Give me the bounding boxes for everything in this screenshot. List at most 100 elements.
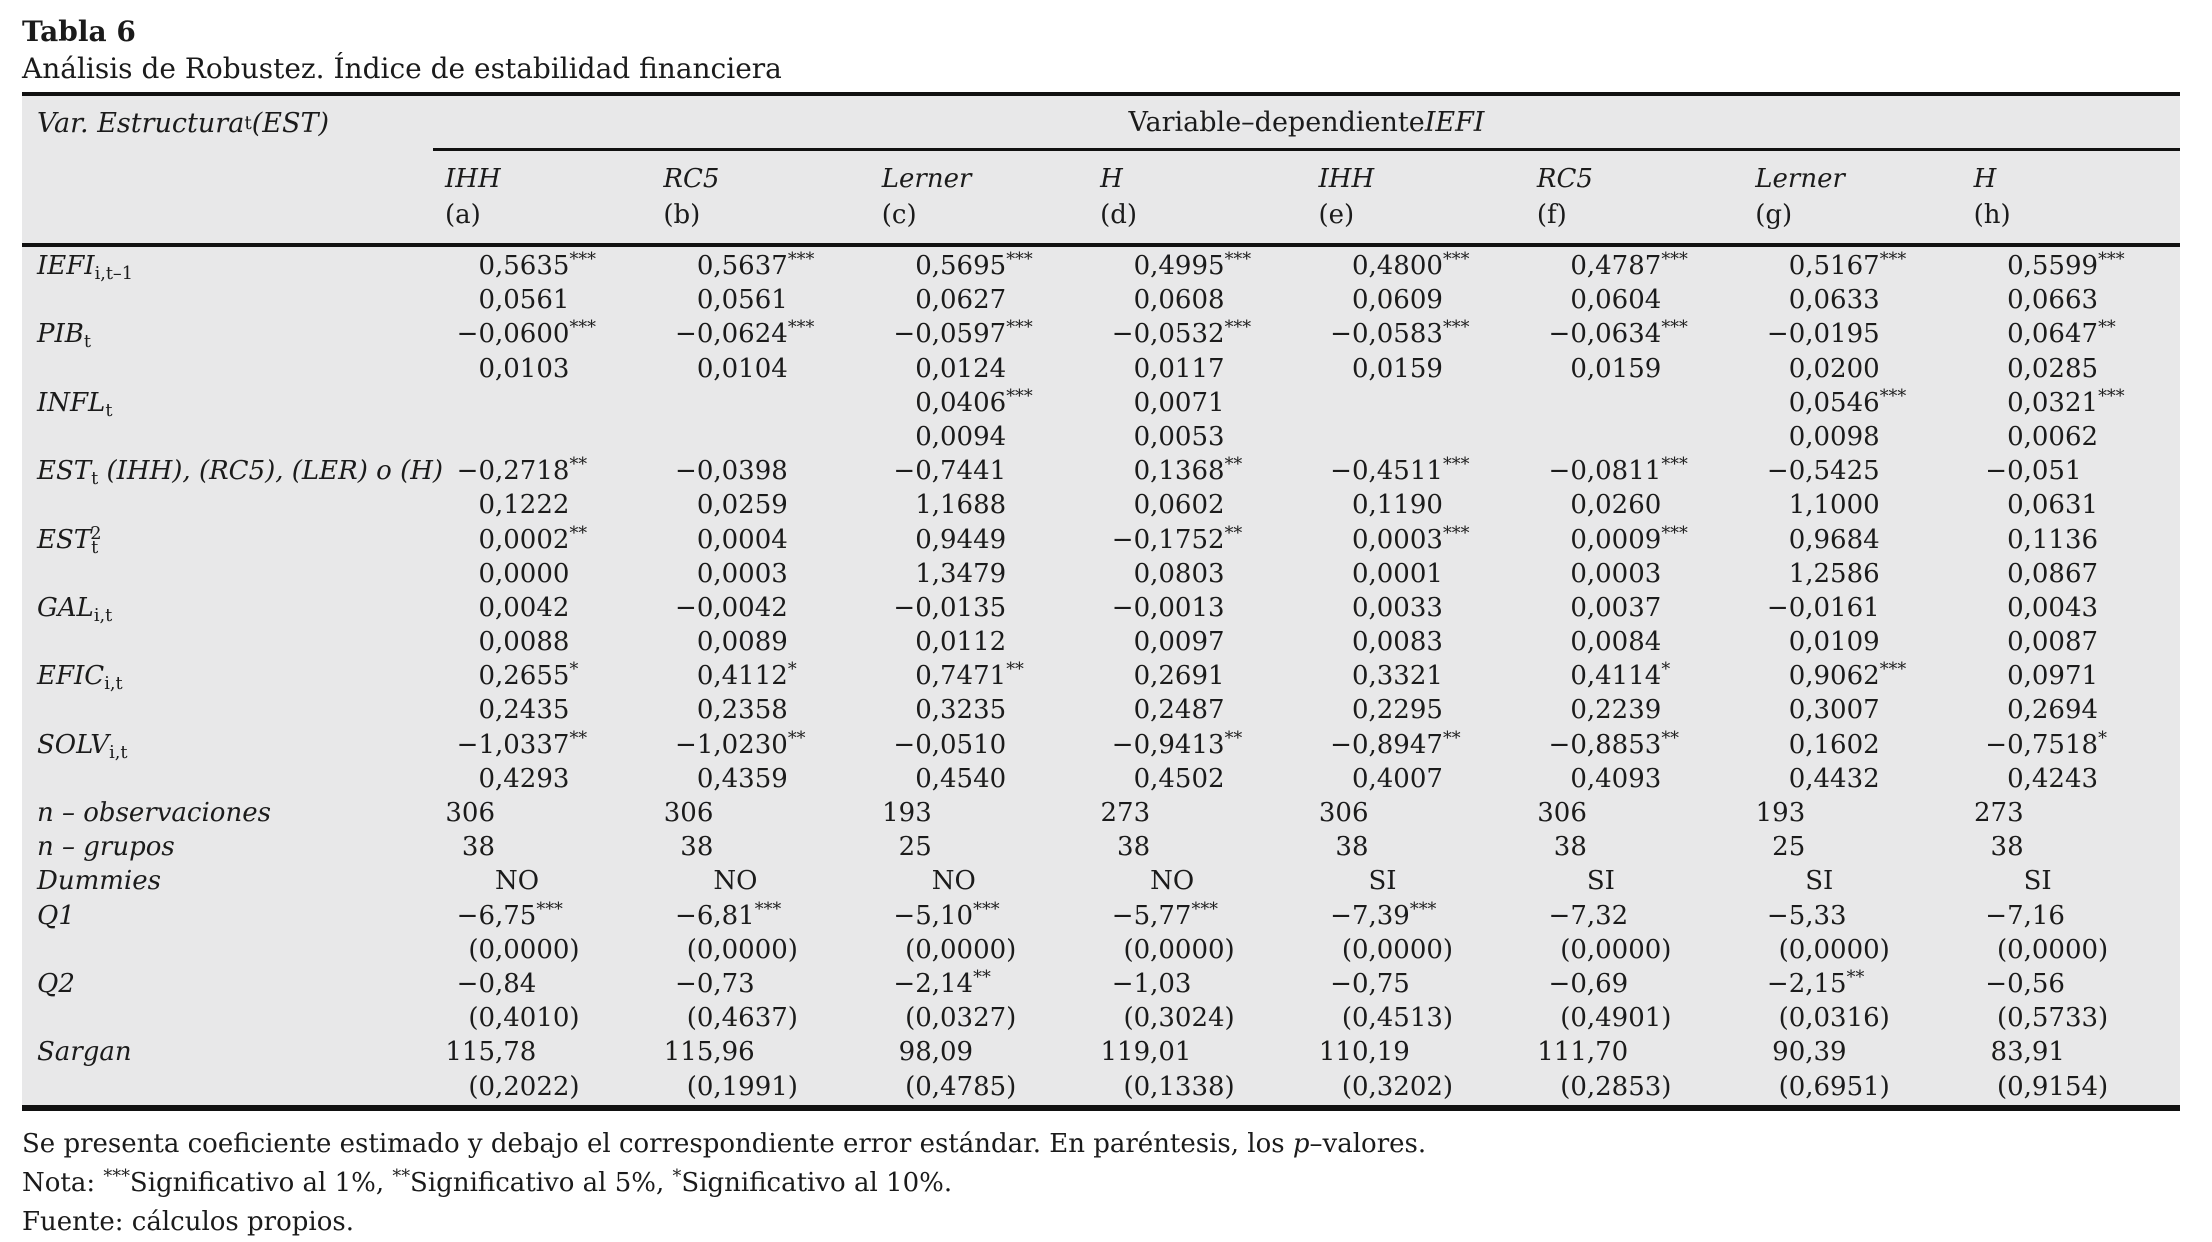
- cell-value: −5,77***: [1100, 899, 1306, 933]
- value-fraction-part: ,0000): [713, 934, 798, 965]
- value-integer-part: 38: [1335, 832, 1369, 863]
- cell-value: (0,0000): [1974, 933, 2180, 967]
- value-integer-part: 0: [2007, 558, 2024, 589]
- data-cell: SI: [1307, 864, 1525, 898]
- cell-value: 0,5695***: [882, 249, 1088, 283]
- cell-value: −0,0811***: [1537, 454, 1743, 488]
- value-integer-part: 0: [915, 661, 932, 692]
- value-integer-part: 0: [696, 524, 714, 555]
- table-number: Tabla 6: [22, 15, 136, 48]
- value-fraction-part: ,7441: [931, 456, 1007, 487]
- data-cell: 0,0971 0,2694: [1962, 659, 2180, 727]
- cell-value: 0,2691: [1100, 659, 1306, 693]
- note-line: Fuente: cálculos propios.: [22, 1206, 354, 1237]
- cell-value: [445, 420, 651, 454]
- value-integer-part: 0: [2007, 490, 2024, 521]
- significance-stars: ***: [1006, 386, 1033, 407]
- value-fraction-part: ,32: [1586, 900, 1629, 931]
- cell-value: 0,4540: [882, 762, 1088, 796]
- data-cell: 0,4114* 0,2239: [1525, 659, 1743, 727]
- cell-value: 193: [1755, 796, 1961, 830]
- data-cell: −0,56 (0,5733): [1962, 967, 2180, 1035]
- stub-header-rest: (EST): [251, 108, 329, 139]
- data-cell: −0,0135 0,0112: [870, 591, 1088, 659]
- value-integer-part: 0: [478, 661, 495, 692]
- cell-value: 0,0053: [1100, 420, 1306, 454]
- cell-value: −2,14**: [882, 967, 1088, 1001]
- value-integer-part: −0: [1111, 319, 1151, 350]
- value-integer-part: 273: [1973, 798, 2024, 828]
- value-fraction-part: ,0087: [2023, 627, 2099, 658]
- column-tag: (f): [1536, 200, 1567, 230]
- cell-value: 0,0867: [1974, 557, 2180, 591]
- significance-stars: ***: [1442, 455, 1470, 476]
- value-integer-part: (0: [1560, 1071, 1587, 1102]
- cell-value: (0,1991): [663, 1070, 869, 1104]
- cell-value: 0,0062: [1974, 420, 2180, 454]
- cell-value: 0,0002**: [445, 523, 651, 557]
- dependent-variable-header: Variable–dependiente IEFI: [433, 96, 2180, 151]
- value-integer-part: (0: [1778, 1071, 1806, 1102]
- value-fraction-part: ,0316): [1805, 1003, 1890, 1034]
- value-fraction-part: ,3024): [1150, 1003, 1235, 1034]
- value-fraction-part: ,0098: [1805, 421, 1880, 452]
- cell-value: 0,0112: [882, 625, 1088, 659]
- data-cell: 306: [1525, 796, 1743, 830]
- significance-stars: ***: [1006, 250, 1033, 271]
- value-fraction-part: ,3479: [931, 558, 1007, 589]
- value-integer-part: 0: [478, 558, 495, 589]
- value-fraction-part: ,2694: [2023, 695, 2099, 726]
- data-cell: [433, 386, 651, 454]
- value-integer-part: 306: [445, 798, 495, 828]
- value-fraction-part: ,9413**: [1150, 728, 1243, 760]
- value-integer-part: (0: [905, 934, 932, 965]
- value-fraction-part: ,1190: [1368, 490, 1443, 521]
- value-integer-part: 0: [1351, 763, 1369, 794]
- data-cell: 38: [1307, 830, 1525, 864]
- value-fraction-part: ,0398: [713, 456, 788, 487]
- data-cell: −7,39*** (0,0000): [1307, 899, 1525, 967]
- cell-value: 0,4359: [663, 762, 869, 796]
- value-fraction-part: ,4511***: [1368, 455, 1470, 487]
- value-fraction-part: ,0037: [1586, 592, 1662, 623]
- value-fraction-part: ,0097: [1150, 627, 1225, 658]
- value-fraction-part: ,4800***: [1368, 250, 1470, 281]
- value-fraction-part: ,1000: [1805, 490, 1880, 521]
- value-fraction-part: ,2295: [1368, 695, 1443, 726]
- value-fraction-part: ,2655*: [495, 660, 579, 692]
- stub-header-main: Var. Estructura: [37, 108, 245, 139]
- cell-value: (0,4785): [882, 1070, 1088, 1104]
- value-integer-part: 0: [1788, 251, 1806, 281]
- data-cell: −0,0510 0,4540: [870, 728, 1088, 796]
- value-integer-part: 0: [1351, 558, 1369, 589]
- value-fraction-part: ,14**: [931, 968, 991, 999]
- cell-value: 90,39: [1755, 1035, 1961, 1069]
- value-integer-part: 0: [1133, 353, 1151, 384]
- cell-value: 0,0259: [663, 488, 869, 522]
- data-cell: 0,4112* 0,2358: [651, 659, 869, 727]
- value-fraction-part: ,0000): [1805, 934, 1890, 965]
- significance-stars: **: [1846, 968, 1865, 989]
- significance-stars: ***: [1191, 899, 1218, 920]
- cell-value: 38: [445, 830, 651, 864]
- value-integer-part: (0: [1560, 1003, 1587, 1034]
- data-cell: −7,16 (0,0000): [1962, 899, 2180, 967]
- cell-value: NO: [1100, 864, 1306, 898]
- value-integer-part: (0: [1778, 934, 1806, 965]
- cell-value: 0,3321: [1319, 659, 1525, 693]
- value-integer-part: −0: [456, 456, 495, 487]
- significance-stars: **: [787, 728, 806, 749]
- cell-value: −1,0230**: [663, 728, 869, 762]
- value-fraction-part: ,0604: [1586, 285, 1662, 316]
- value-integer-part: (0: [905, 1003, 932, 1034]
- cell-value: NO: [445, 864, 651, 898]
- value-fraction-part: ,3202): [1368, 1071, 1454, 1102]
- value-integer-part: −0: [675, 319, 714, 350]
- significance-stars: ***: [1442, 523, 1470, 544]
- significance-stars: **: [1006, 660, 1024, 681]
- value-fraction-part: ,0117: [1150, 353, 1225, 384]
- data-cell: NO: [1088, 864, 1306, 898]
- data-cell: −0,75 (0,4513): [1307, 967, 1525, 1035]
- data-cell: 0,9684 1,2586: [1743, 523, 1961, 591]
- cell-value: 0,0098: [1755, 420, 1961, 454]
